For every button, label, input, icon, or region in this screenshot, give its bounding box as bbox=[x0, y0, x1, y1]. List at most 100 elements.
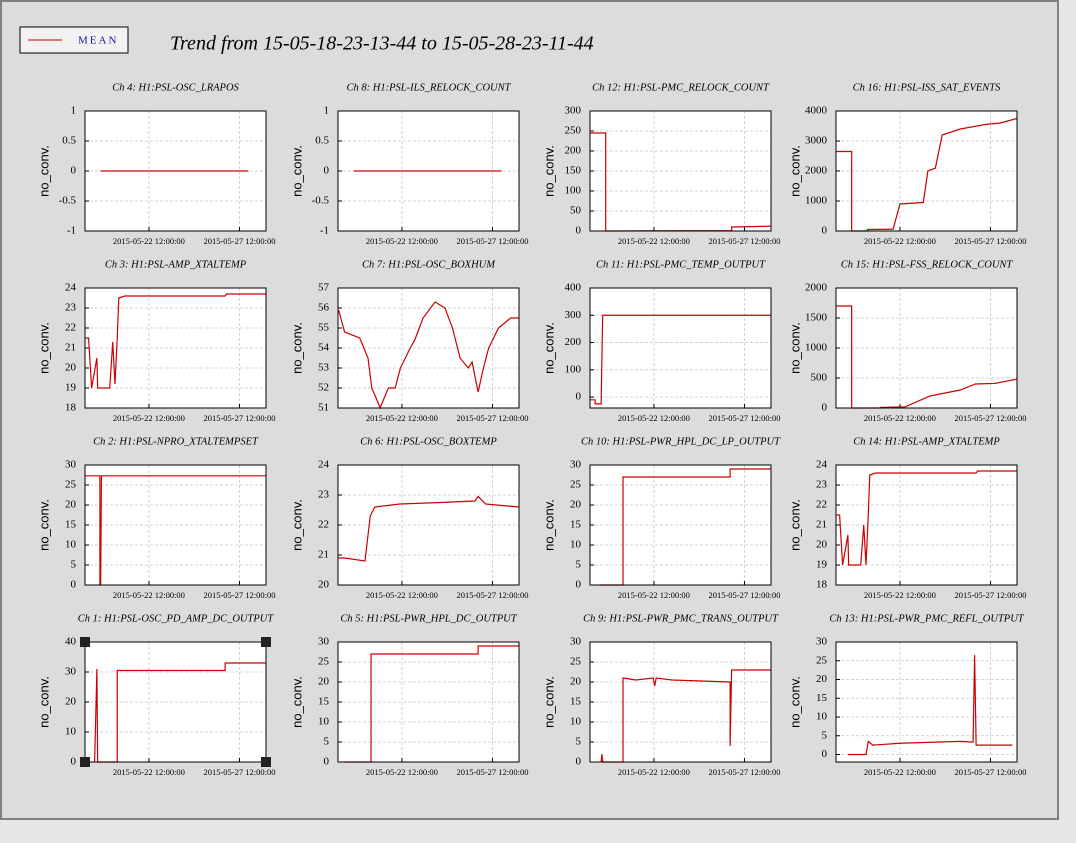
y-tick-label: 20 bbox=[816, 673, 828, 685]
chart-title: Ch 15: H1:PSL-FSS_RELOCK_COUNT bbox=[841, 259, 1014, 270]
y-axis-label: no_conv. bbox=[541, 676, 556, 728]
chart-title: Ch 7: H1:PSL-OSC_BOXHUM bbox=[362, 259, 496, 270]
y-tick-label: 1 bbox=[71, 105, 77, 117]
chart-title: Ch 8: H1:PSL-ILS_RELOCK_COUNT bbox=[347, 82, 512, 93]
y-tick-label: 52 bbox=[318, 382, 329, 394]
series-line bbox=[847, 655, 1013, 756]
series-line bbox=[338, 301, 519, 410]
y-axis-label: no_conv. bbox=[787, 145, 802, 197]
y-axis-label: no_conv. bbox=[787, 322, 802, 374]
y-tick-label: 30 bbox=[65, 666, 77, 678]
x-tick-label: 2015-05-27 12:00:00 bbox=[203, 236, 275, 246]
y-axis-label: no_conv. bbox=[787, 499, 802, 551]
y-tick-label: 0 bbox=[576, 225, 582, 237]
chart-title: Ch 5: H1:PSL-PWR_HPL_DC_OUTPUT bbox=[340, 613, 517, 624]
selection-handle bbox=[80, 637, 90, 647]
y-tick-label: 15 bbox=[570, 696, 582, 708]
y-axis-label: no_conv. bbox=[36, 145, 51, 197]
y-tick-label: 22 bbox=[816, 499, 827, 511]
y-tick-label: 25 bbox=[318, 656, 330, 668]
y-axis-label: no_conv. bbox=[36, 676, 51, 728]
y-tick-label: 25 bbox=[816, 654, 828, 666]
x-tick-label: 2015-05-27 12:00:00 bbox=[456, 236, 528, 246]
y-tick-label: 30 bbox=[816, 636, 828, 648]
y-tick-label: 53 bbox=[318, 362, 330, 374]
y-tick-label: 21 bbox=[65, 342, 76, 354]
plot-frame bbox=[589, 287, 772, 409]
plot-frame bbox=[337, 641, 520, 763]
legend-label: MEAN bbox=[78, 35, 118, 47]
y-tick-label: 20 bbox=[318, 676, 330, 688]
y-tick-label: -0.5 bbox=[312, 195, 330, 207]
y-tick-label: 0 bbox=[576, 756, 582, 768]
x-tick-label: 2015-05-22 12:00:00 bbox=[618, 413, 690, 423]
y-tick-label: 30 bbox=[318, 636, 330, 648]
y-tick-label: 57 bbox=[318, 282, 330, 294]
x-tick-label: 2015-05-22 12:00:00 bbox=[618, 590, 690, 600]
x-tick-label: 2015-05-27 12:00:00 bbox=[708, 413, 780, 423]
x-tick-label: 2015-05-27 12:00:00 bbox=[954, 413, 1026, 423]
y-tick-label: 200 bbox=[565, 145, 582, 157]
series-line bbox=[338, 495, 519, 562]
selection-handle bbox=[261, 637, 271, 647]
y-tick-label: 19 bbox=[65, 382, 77, 394]
y-tick-label: 18 bbox=[65, 402, 77, 414]
y-tick-label: 23 bbox=[318, 489, 330, 501]
y-tick-label: 20 bbox=[65, 696, 77, 708]
y-tick-label: 0.5 bbox=[315, 135, 329, 147]
series-line bbox=[85, 293, 266, 389]
x-tick-label: 2015-05-27 12:00:00 bbox=[954, 590, 1026, 600]
x-tick-label: 2015-05-27 12:00:00 bbox=[203, 590, 275, 600]
selection-handle bbox=[261, 757, 271, 767]
y-tick-label: 15 bbox=[570, 519, 582, 531]
plot-frame bbox=[835, 287, 1018, 409]
x-tick-label: 2015-05-22 12:00:00 bbox=[113, 236, 185, 246]
y-tick-label: 0 bbox=[324, 756, 330, 768]
y-tick-label: 100 bbox=[565, 185, 582, 197]
y-tick-label: 23 bbox=[65, 302, 77, 314]
series-line bbox=[94, 662, 266, 763]
y-tick-label: 15 bbox=[65, 519, 77, 531]
y-tick-label: 10 bbox=[65, 726, 77, 738]
chart-title: Ch 11: H1:PSL-PMC_TEMP_OUTPUT bbox=[596, 259, 766, 270]
x-tick-label: 2015-05-22 12:00:00 bbox=[113, 767, 185, 777]
y-tick-label: 24 bbox=[318, 459, 330, 471]
y-tick-label: 20 bbox=[65, 362, 77, 374]
y-tick-label: 0.5 bbox=[62, 135, 76, 147]
y-tick-label: 24 bbox=[816, 459, 828, 471]
x-tick-label: 2015-05-22 12:00:00 bbox=[864, 767, 936, 777]
plot-frame bbox=[337, 464, 520, 586]
plot-frame bbox=[835, 641, 1018, 763]
y-tick-label: 23 bbox=[816, 479, 828, 491]
y-tick-label: 0 bbox=[822, 748, 828, 760]
plot-frame bbox=[84, 641, 267, 763]
y-tick-label: 19 bbox=[816, 559, 828, 571]
y-tick-label: 21 bbox=[318, 549, 329, 561]
y-tick-label: 25 bbox=[570, 479, 582, 491]
x-tick-label: 2015-05-27 12:00:00 bbox=[954, 236, 1026, 246]
y-tick-label: 24 bbox=[65, 282, 77, 294]
x-tick-label: 2015-05-22 12:00:00 bbox=[366, 767, 438, 777]
chart-title: Ch 14: H1:PSL-AMP_XTALTEMP bbox=[853, 436, 1000, 447]
y-tick-label: 20 bbox=[65, 499, 77, 511]
y-tick-label: 0 bbox=[576, 579, 582, 591]
y-tick-label: 50 bbox=[570, 205, 582, 217]
plot-frame bbox=[84, 287, 267, 409]
chart-title: Ch 6: H1:PSL-OSC_BOXTEMP bbox=[360, 436, 497, 447]
x-tick-label: 2015-05-27 12:00:00 bbox=[203, 413, 275, 423]
y-tick-label: 100 bbox=[565, 363, 582, 375]
y-tick-label: 500 bbox=[811, 372, 828, 384]
y-tick-label: 400 bbox=[565, 282, 582, 294]
x-tick-label: 2015-05-22 12:00:00 bbox=[366, 413, 438, 423]
x-tick-label: 2015-05-27 12:00:00 bbox=[954, 767, 1026, 777]
series-line bbox=[836, 470, 1017, 566]
y-tick-label: 10 bbox=[570, 716, 582, 728]
y-tick-label: 1500 bbox=[805, 312, 828, 324]
y-tick-label: 5 bbox=[71, 559, 77, 571]
y-tick-label: 10 bbox=[570, 539, 582, 551]
chart-title: Ch 4: H1:PSL-OSC_LRAPOS bbox=[112, 82, 239, 93]
y-tick-label: 5 bbox=[324, 736, 330, 748]
x-tick-label: 2015-05-27 12:00:00 bbox=[708, 236, 780, 246]
